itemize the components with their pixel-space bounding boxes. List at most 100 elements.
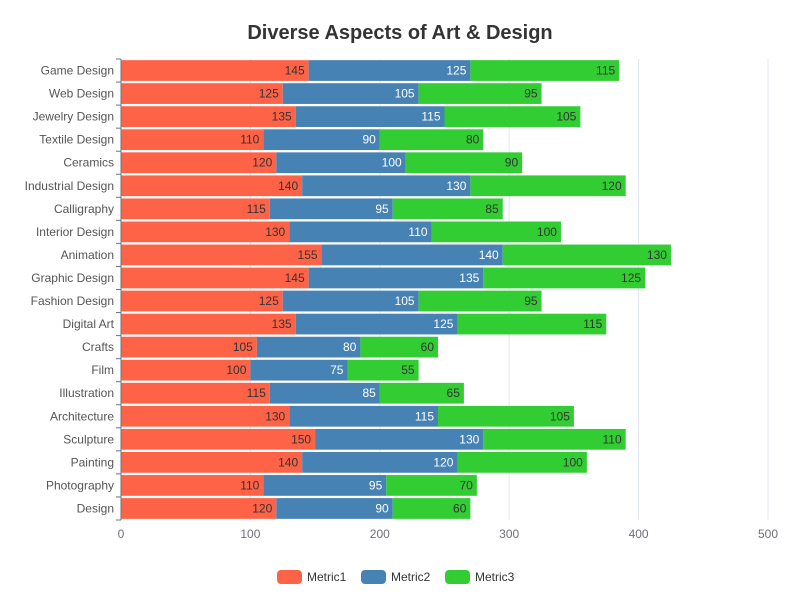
data-label: 125 (259, 87, 279, 101)
bar-metric2-digital-art[interactable] (295, 313, 458, 335)
bar-metric3-textile-design[interactable] (379, 129, 484, 151)
bar-metric3-industrial-design[interactable] (470, 175, 626, 197)
bar-metric2-painting[interactable] (302, 452, 458, 473)
bar-metric3-calligraphy[interactable] (392, 198, 503, 220)
bar-metric2-crafts[interactable] (256, 336, 361, 358)
bar-metric1-interior-design[interactable] (121, 221, 290, 243)
data-label: 65 (447, 386, 461, 400)
bar-metric3-photography[interactable] (386, 475, 477, 496)
bar-metric1-architecture[interactable] (121, 405, 290, 427)
bar-metric2-architecture[interactable] (289, 405, 439, 427)
x-tick-label: 200 (370, 527, 390, 541)
bar-metric1-design[interactable] (121, 498, 277, 519)
bar-metric1-jewelry-design[interactable] (121, 106, 296, 127)
y-tick-label: Architecture (50, 409, 114, 423)
grid-lines (249, 59, 769, 520)
bar-metric2-industrial-design[interactable] (302, 175, 471, 197)
bar-metric1-calligraphy[interactable] (121, 198, 270, 220)
bar-metric3-film[interactable] (347, 359, 419, 381)
bar-metric1-textile-design[interactable] (121, 129, 264, 151)
data-label: 95 (375, 202, 389, 216)
bar-metric3-digital-art[interactable] (457, 313, 607, 335)
bar-metric1-film[interactable] (121, 359, 251, 381)
bar-metric3-painting[interactable] (457, 452, 587, 473)
data-label: 105 (556, 110, 576, 124)
data-label: 135 (272, 317, 292, 331)
bar-metric1-sculpture[interactable] (121, 428, 316, 450)
legend-swatch (445, 570, 470, 584)
bar-metric3-fashion-design[interactable] (418, 290, 542, 312)
data-label: 100 (537, 225, 557, 239)
bar-metric3-jewelry-design[interactable] (444, 106, 581, 127)
bar-metric2-web-design[interactable] (282, 83, 419, 104)
bar-metric3-ceramics[interactable] (405, 152, 523, 174)
bar-metric2-animation[interactable] (321, 244, 503, 266)
bar-metric1-fashion-design[interactable] (121, 290, 283, 312)
bar-metric3-interior-design[interactable] (431, 221, 561, 243)
data-label: 110 (603, 432, 622, 446)
bar-metric2-sculpture[interactable] (315, 428, 484, 450)
bar-metric3-illustration[interactable] (379, 382, 464, 404)
legend-swatch (277, 570, 302, 584)
bar-metric1-ceramics[interactable] (121, 152, 277, 174)
bar-metric3-sculpture[interactable] (483, 428, 626, 450)
data-label: 125 (259, 294, 279, 308)
bar-metric3-graphic-design[interactable] (483, 267, 646, 289)
data-label: 90 (375, 501, 389, 515)
bar-metric2-calligraphy[interactable] (269, 198, 393, 220)
bar-metric3-crafts[interactable] (360, 336, 439, 358)
bar-metric3-design[interactable] (392, 498, 471, 519)
chart-title: Diverse Aspects of Art & Design (247, 22, 552, 44)
bar-metric1-crafts[interactable] (121, 336, 257, 358)
y-tick-label: Crafts (82, 340, 114, 354)
bar-metric2-illustration[interactable] (269, 382, 380, 404)
legend[interactable]: Metric1 Metric2 Metric3 (277, 570, 515, 584)
bar-metric2-photography[interactable] (263, 475, 387, 496)
data-label: 130 (265, 409, 285, 423)
bar-metric2-graphic-design[interactable] (308, 267, 484, 289)
legend-item-metric3[interactable]: Metric3 (445, 570, 515, 584)
y-tick-label: Fashion Design (31, 294, 114, 308)
bar-metric1-web-design[interactable] (121, 83, 283, 104)
bar-metric3-game-design[interactable] (470, 60, 620, 81)
bar-metric2-interior-design[interactable] (289, 221, 432, 243)
data-label: 135 (459, 271, 479, 285)
bar-metric1-graphic-design[interactable] (121, 267, 309, 289)
bar-metric2-ceramics[interactable] (276, 152, 406, 174)
x-tick-label: 300 (499, 527, 519, 541)
bar-metric2-game-design[interactable] (308, 60, 471, 81)
data-label: 110 (240, 478, 259, 492)
data-label: 95 (369, 478, 383, 492)
y-tick-label: Sculpture (63, 432, 114, 446)
legend-item-metric1[interactable]: Metric1 (277, 570, 347, 584)
bar-metric2-fashion-design[interactable] (282, 290, 419, 312)
bar-metric1-illustration[interactable] (121, 382, 270, 404)
bar-metric1-game-design[interactable] (121, 60, 309, 81)
bar-metric3-web-design[interactable] (418, 83, 542, 104)
data-label: 155 (298, 248, 318, 262)
data-label: 90 (362, 133, 376, 147)
data-label: 115 (421, 110, 440, 124)
data-label: 100 (382, 156, 402, 170)
data-label: 115 (247, 202, 266, 216)
bar-metric1-animation[interactable] (121, 244, 322, 266)
data-label: 125 (433, 317, 453, 331)
data-label: 130 (265, 225, 285, 239)
bar-metric1-industrial-design[interactable] (121, 175, 303, 197)
bar-metric1-painting[interactable] (121, 452, 303, 473)
bar-metric2-jewelry-design[interactable] (295, 106, 445, 127)
bar-metric2-film[interactable] (250, 359, 348, 381)
bar-metric1-photography[interactable] (121, 475, 264, 496)
y-tick-label: Jewelry Design (33, 110, 114, 124)
data-label: 150 (291, 432, 311, 446)
bar-metric3-animation[interactable] (502, 244, 671, 266)
bar-metric1-digital-art[interactable] (121, 313, 296, 335)
legend-item-metric2[interactable]: Metric2 (361, 570, 431, 584)
bar-metric2-textile-design[interactable] (263, 129, 380, 151)
legend-swatch (361, 570, 386, 584)
legend-label: Metric3 (475, 570, 515, 584)
bar-metric2-design[interactable] (276, 498, 393, 519)
bar-metric3-architecture[interactable] (438, 405, 574, 427)
